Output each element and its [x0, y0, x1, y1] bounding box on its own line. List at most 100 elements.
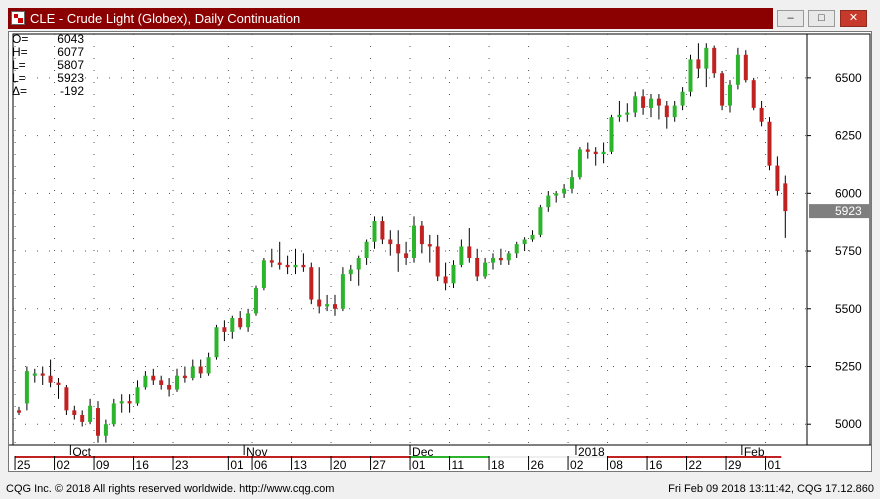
- window-title: CLE - Crude Light (Globex), Daily Contin…: [30, 11, 301, 26]
- candle-body: [451, 264, 456, 284]
- candle-body: [372, 221, 377, 242]
- candle-body: [585, 149, 590, 152]
- candle-body: [246, 313, 251, 328]
- candle-body: [151, 375, 156, 381]
- candle-body: [672, 105, 677, 118]
- candle-body: [80, 414, 85, 422]
- candle-body: [175, 375, 179, 390]
- y-tick-label: 6000: [835, 186, 862, 200]
- day-label: 27: [373, 458, 387, 471]
- copyright-text: CQG Inc. © 2018 All rights reserved worl…: [6, 483, 335, 495]
- candle-body: [404, 253, 409, 258]
- candle-body: [159, 380, 164, 385]
- day-label: 16: [136, 458, 150, 471]
- candle-body: [340, 274, 345, 309]
- session-strip: [188, 456, 411, 458]
- month-label: Feb: [744, 445, 765, 459]
- candle-body: [514, 244, 519, 254]
- y-tick-label: 5250: [835, 359, 862, 373]
- candle-body: [743, 54, 748, 81]
- candle-body: [412, 225, 416, 258]
- candle-body: [609, 117, 614, 152]
- day-label: 01: [768, 458, 782, 471]
- candle-body: [396, 244, 401, 254]
- candle-body: [491, 257, 495, 263]
- candle-body: [56, 382, 61, 385]
- candle-body: [277, 262, 282, 265]
- candle-body: [546, 195, 551, 208]
- candle-body: [182, 375, 187, 379]
- candle-body: [32, 373, 37, 376]
- day-label: 20: [333, 458, 347, 471]
- month-label: 2018: [578, 445, 605, 459]
- candle-body: [103, 424, 108, 436]
- candle-body: [285, 264, 290, 268]
- candle-body: [333, 304, 337, 309]
- y-tick-label: 5500: [835, 302, 862, 316]
- session-strip: [489, 456, 608, 458]
- candle-body: [301, 264, 306, 268]
- candle-body: [17, 410, 21, 413]
- candle-body: [88, 405, 93, 422]
- candle-body: [498, 257, 503, 261]
- day-label: 06: [254, 458, 268, 471]
- close-button[interactable]: ✕: [840, 10, 867, 27]
- candle-body: [767, 121, 772, 166]
- day-label: 08: [610, 458, 624, 471]
- candle-body: [649, 98, 653, 108]
- day-label: 11: [452, 458, 465, 471]
- candle-body: [230, 318, 235, 332]
- price-chart[interactable]: 5000 5250 5500 5750 6000 6250 6500 5923 O= 6043 H=…: [9, 32, 871, 472]
- candle-body: [119, 401, 124, 404]
- candle-body: [459, 246, 464, 265]
- candle-body: [562, 188, 567, 194]
- minimize-button[interactable]: –: [777, 10, 804, 27]
- day-label: 02: [570, 458, 584, 471]
- day-label: 18: [491, 458, 505, 471]
- readout-value: 6043: [57, 32, 84, 46]
- price-axis-panel: [806, 33, 871, 446]
- window-titlebar[interactable]: CLE - Crude Light (Globex), Daily Contin…: [8, 8, 773, 29]
- candle-body: [704, 47, 709, 69]
- candle-body: [483, 262, 488, 277]
- candle-body: [261, 260, 266, 288]
- candle-body: [356, 257, 361, 270]
- candle-body: [751, 80, 756, 108]
- candle-body: [435, 246, 440, 277]
- candle-body: [656, 98, 661, 106]
- day-label: 26: [531, 458, 545, 471]
- month-label: Oct: [72, 445, 91, 459]
- candle-body: [206, 357, 211, 374]
- chart-panel[interactable]: 5000 5250 5500 5750 6000 6250 6500 5923 O= 6043 H=…: [8, 31, 872, 472]
- status-timestamp: Fri Feb 09 2018 13:11:42, CQG 17.12.860: [668, 483, 874, 495]
- candle-body: [214, 327, 219, 358]
- candle-body: [688, 59, 693, 92]
- candle-body: [530, 234, 535, 240]
- candle-body: [127, 401, 132, 404]
- candle-body: [254, 287, 258, 314]
- candle-body: [64, 387, 69, 411]
- candle-body: [522, 239, 527, 245]
- candle-body: [325, 304, 330, 307]
- session-strip: [15, 456, 189, 458]
- candle-body: [712, 47, 717, 74]
- day-label: 13: [294, 458, 308, 471]
- readout-value: -192: [60, 84, 84, 98]
- candle-body: [735, 54, 740, 85]
- day-label: 01: [230, 458, 244, 471]
- candle-body: [419, 225, 424, 245]
- candle-body: [664, 105, 669, 118]
- readout-value: 6077: [57, 45, 84, 59]
- maximize-button[interactable]: □: [808, 10, 835, 27]
- candle-body: [388, 239, 393, 245]
- session-strip: [607, 456, 782, 458]
- readout-value: 5807: [57, 58, 84, 72]
- app-icon: [11, 11, 25, 25]
- day-label: 16: [649, 458, 663, 471]
- candle-body: [775, 165, 780, 192]
- candle-body: [601, 151, 606, 155]
- day-label: 01: [412, 458, 426, 471]
- month-label: Dec: [412, 445, 433, 459]
- candle-body: [728, 84, 732, 106]
- candle-body: [577, 149, 582, 178]
